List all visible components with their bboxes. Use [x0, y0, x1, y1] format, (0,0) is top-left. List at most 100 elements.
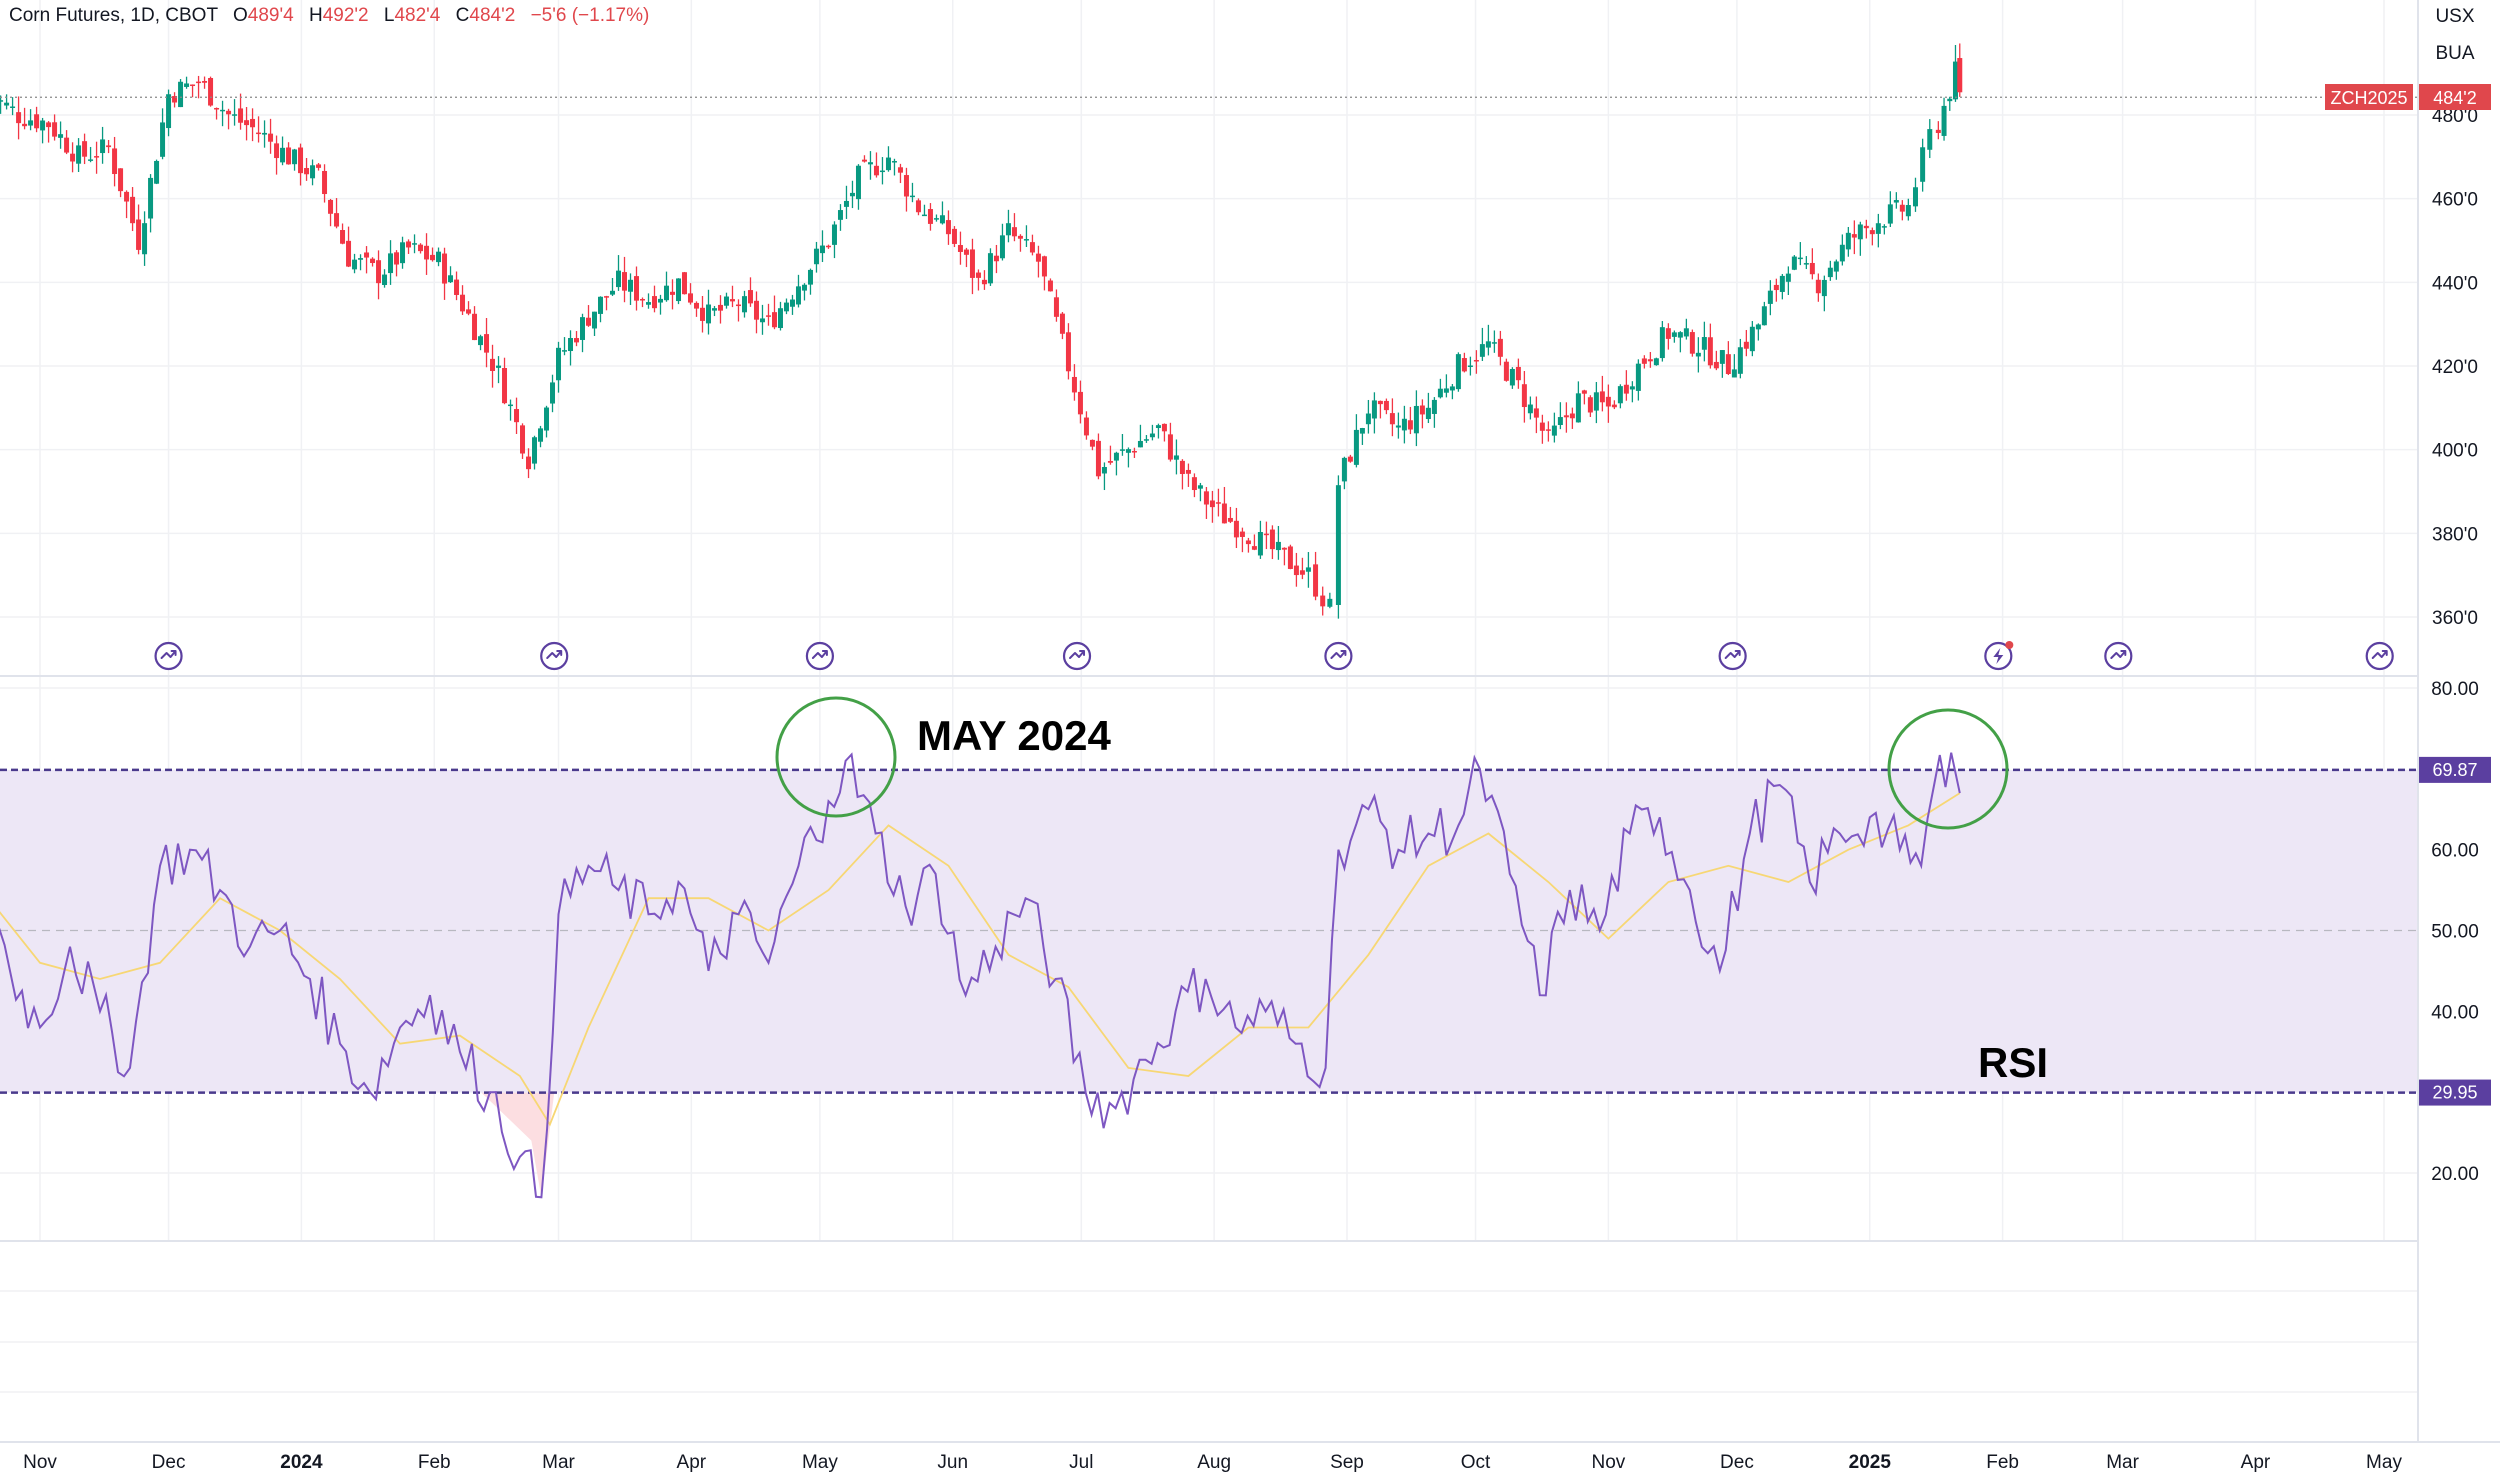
price-tick-label: 420'0	[2432, 357, 2478, 378]
unit-label[interactable]: BUA	[2435, 43, 2474, 64]
candle	[1059, 312, 1065, 340]
candle	[1347, 454, 1353, 463]
candle	[190, 84, 196, 98]
event-icon[interactable]	[2104, 641, 2133, 671]
rsi-axis[interactable]: 20.00 40.00 50.00 60.00 80.00	[2431, 679, 2479, 1185]
candle	[262, 120, 268, 148]
candle	[1539, 414, 1545, 444]
event-icon[interactable]	[805, 641, 835, 671]
price-axis[interactable]: 360'0 380'0 400'0 420'0 440'0 460'0 480'0	[2432, 106, 2478, 629]
candle	[1107, 445, 1113, 465]
flash-event-icon[interactable]	[1984, 641, 2014, 671]
candle	[675, 278, 681, 305]
candle	[627, 273, 633, 305]
candle	[867, 151, 873, 180]
candle	[1875, 213, 1881, 248]
candle	[723, 292, 729, 309]
candle	[1521, 371, 1527, 423]
candle	[999, 223, 1005, 261]
currency-label[interactable]: USX	[2435, 6, 2474, 27]
candle	[1545, 421, 1551, 442]
candle	[502, 357, 508, 405]
candle	[669, 279, 675, 310]
candle	[1155, 423, 1161, 439]
candle	[1377, 400, 1383, 419]
candle	[358, 254, 364, 271]
open-label: O	[233, 5, 248, 26]
time-axis[interactable]: Nov Dec 2024 Feb Mar Apr May Jun Jul Aug Sep Oct Nov…	[23, 1452, 2402, 1473]
candle	[741, 290, 747, 318]
candle	[22, 107, 28, 130]
time-tick-label: Jun	[937, 1452, 968, 1473]
time-tick-label: Jul	[1069, 1452, 1093, 1473]
event-icon[interactable]	[2365, 641, 2394, 671]
candle	[88, 146, 94, 163]
candle	[1920, 138, 1926, 192]
candle	[1695, 337, 1701, 373]
event-icon[interactable]	[1062, 641, 1092, 671]
candle	[1209, 490, 1215, 523]
candle	[568, 330, 574, 366]
candle	[957, 231, 963, 265]
close-label: C	[456, 5, 470, 26]
candle	[466, 301, 472, 316]
candle	[1287, 544, 1293, 570]
candle	[1629, 381, 1635, 403]
candle	[1725, 341, 1731, 376]
candle	[1251, 534, 1257, 551]
candle	[1041, 255, 1047, 291]
candle	[1749, 321, 1755, 357]
candle	[16, 96, 22, 140]
candle	[873, 152, 879, 178]
time-tick-label: 2024	[280, 1452, 323, 1473]
candle	[1881, 224, 1887, 235]
rsi-lower-tag: 29.95	[2419, 1079, 2491, 1106]
price-tick-label: 360'0	[2432, 608, 2478, 629]
candle	[1803, 256, 1809, 270]
candle	[1389, 398, 1395, 437]
candle	[1707, 323, 1713, 369]
candle	[1371, 392, 1377, 434]
candle	[1203, 486, 1209, 519]
candle	[651, 285, 657, 313]
candle	[406, 239, 412, 254]
candle	[1233, 507, 1239, 549]
rsi-line	[0, 752, 1961, 1199]
candle	[1215, 488, 1221, 517]
candle	[1659, 321, 1665, 362]
candle	[891, 158, 897, 176]
candle	[196, 75, 202, 99]
event-icon[interactable]	[154, 641, 183, 671]
candle	[1185, 463, 1191, 487]
candle	[1485, 324, 1491, 356]
candle	[771, 295, 777, 330]
candle	[64, 130, 70, 155]
candle	[490, 344, 496, 388]
candle	[837, 204, 843, 231]
candle	[148, 174, 154, 233]
candle	[1119, 434, 1125, 456]
candle	[633, 266, 639, 311]
candle	[166, 89, 172, 137]
candle	[40, 117, 46, 144]
event-icons[interactable]	[154, 641, 2394, 671]
candle	[729, 285, 735, 308]
event-icon[interactable]	[1718, 641, 1747, 671]
candle	[819, 230, 825, 263]
may-2024-label: MAY 2024	[917, 712, 1111, 759]
symbol-title[interactable]: Corn Futures, 1D, CBOT	[9, 5, 218, 26]
event-icon[interactable]	[540, 641, 569, 671]
candle	[1011, 213, 1017, 242]
candle	[178, 79, 184, 108]
candle	[130, 187, 136, 232]
candle	[544, 405, 550, 438]
candle	[118, 168, 124, 198]
candle	[1419, 399, 1425, 429]
event-icon[interactable]	[1324, 641, 1353, 671]
candle	[1665, 323, 1671, 350]
candle	[70, 142, 76, 173]
candle	[1461, 352, 1467, 373]
candle	[927, 203, 933, 231]
time-tick-label: Oct	[1461, 1452, 1491, 1473]
price-tick-label: 380'0	[2432, 524, 2478, 545]
